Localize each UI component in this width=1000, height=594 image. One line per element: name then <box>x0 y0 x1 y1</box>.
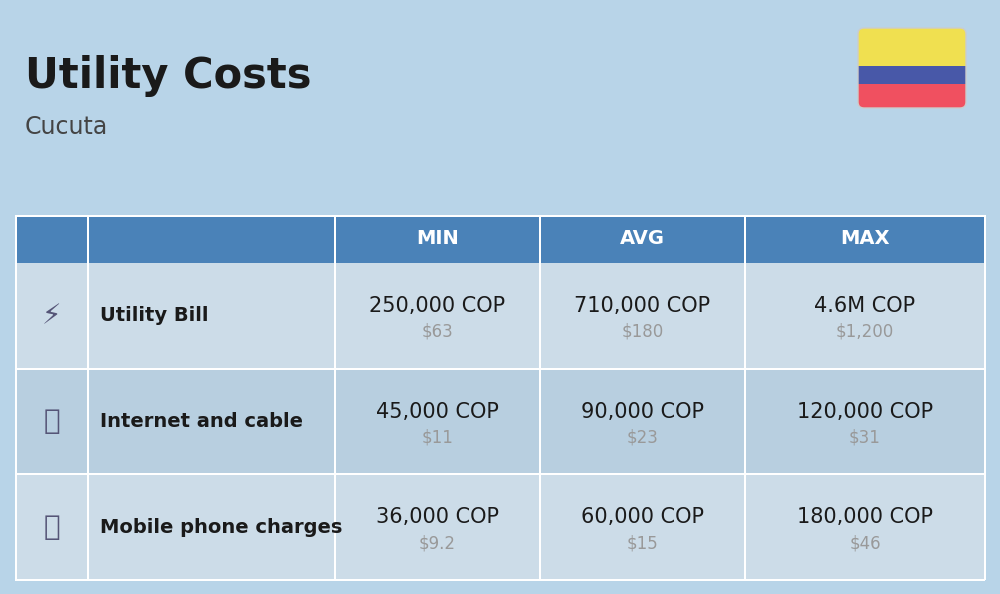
Bar <box>539 475 541 580</box>
Text: Mobile phone charges: Mobile phone charges <box>100 517 342 536</box>
Bar <box>858 84 966 104</box>
Text: 250,000 COP: 250,000 COP <box>369 296 506 316</box>
Bar <box>858 32 966 72</box>
Bar <box>15 215 985 217</box>
FancyBboxPatch shape <box>858 88 966 108</box>
Text: ⚡: ⚡ <box>42 302 61 330</box>
Bar <box>87 263 89 369</box>
Text: $63: $63 <box>422 323 453 341</box>
Text: Utility Bill: Utility Bill <box>100 307 208 326</box>
Bar <box>15 473 985 475</box>
Bar <box>334 475 336 580</box>
Text: 36,000 COP: 36,000 COP <box>376 507 499 527</box>
Text: $31: $31 <box>849 428 881 447</box>
Text: MAX: MAX <box>840 229 890 248</box>
Text: 📱: 📱 <box>43 513 60 541</box>
Bar <box>15 369 985 475</box>
Bar <box>858 66 966 90</box>
Text: Utility Costs: Utility Costs <box>25 55 312 97</box>
Bar <box>744 369 746 475</box>
Bar <box>15 368 985 369</box>
Text: 120,000 COP: 120,000 COP <box>797 402 933 422</box>
Bar <box>858 68 966 88</box>
Bar <box>539 369 541 475</box>
Text: $11: $11 <box>422 428 453 447</box>
Bar <box>15 215 985 263</box>
Text: Cucuta: Cucuta <box>25 115 108 139</box>
Bar <box>15 579 985 581</box>
Bar <box>15 579 985 581</box>
Text: $23: $23 <box>627 428 658 447</box>
Text: $9.2: $9.2 <box>419 534 456 552</box>
Text: $15: $15 <box>627 534 658 552</box>
Bar <box>87 475 89 580</box>
Text: $1,200: $1,200 <box>836 323 894 341</box>
Bar <box>744 263 746 369</box>
Bar <box>15 215 17 580</box>
Bar <box>539 215 541 263</box>
Text: 45,000 COP: 45,000 COP <box>376 402 499 422</box>
Text: 180,000 COP: 180,000 COP <box>797 507 933 527</box>
Text: Internet and cable: Internet and cable <box>100 412 303 431</box>
Text: 90,000 COP: 90,000 COP <box>581 402 704 422</box>
Text: $180: $180 <box>621 323 664 341</box>
FancyBboxPatch shape <box>858 28 966 68</box>
Bar <box>334 263 336 369</box>
Bar <box>15 263 985 369</box>
Bar <box>744 475 746 580</box>
Bar <box>87 369 89 475</box>
Bar <box>334 369 336 475</box>
Text: 710,000 COP: 710,000 COP <box>574 296 711 316</box>
Text: 4.6M COP: 4.6M COP <box>814 296 916 316</box>
Text: $46: $46 <box>849 534 881 552</box>
Text: AVG: AVG <box>620 229 665 248</box>
Bar <box>15 475 985 580</box>
Bar <box>87 215 89 263</box>
Bar <box>984 215 986 580</box>
Bar <box>539 263 541 369</box>
Text: MIN: MIN <box>416 229 459 248</box>
Text: 📡: 📡 <box>43 407 60 435</box>
Bar <box>744 215 746 263</box>
Bar <box>334 215 336 263</box>
Text: 60,000 COP: 60,000 COP <box>581 507 704 527</box>
